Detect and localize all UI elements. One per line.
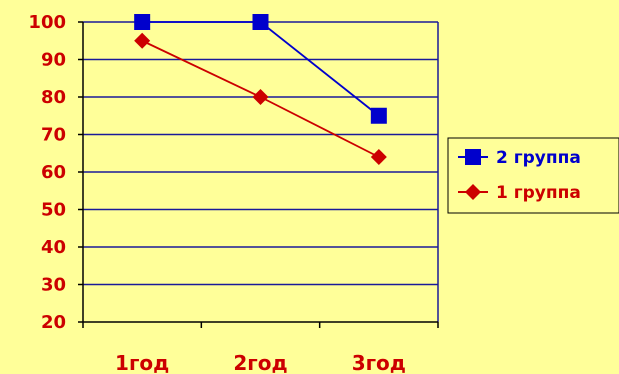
legend: 2 группа 1 группа — [447, 137, 619, 214]
y-tick-label-30: 30 — [41, 275, 66, 296]
legend-label-0: 2 группа — [496, 148, 581, 168]
y-tick-label-20: 20 — [41, 312, 66, 333]
grid-lines — [83, 21, 439, 322]
y-tick-label-100: 100 — [28, 12, 66, 33]
legend-label-1: 1 группа — [496, 183, 581, 203]
data-point-1-2 — [370, 149, 387, 165]
series-group — [134, 14, 387, 165]
data-point-0-0 — [134, 14, 151, 30]
y-tick-label-40: 40 — [41, 237, 66, 258]
legend-item-1-группа: 1 группа — [458, 183, 581, 203]
legend-marker-0 — [465, 149, 481, 165]
legend-marker-1 — [465, 184, 481, 200]
data-point-0-1 — [252, 14, 269, 30]
axes — [78, 21, 439, 328]
series-1-группа — [134, 32, 387, 165]
x-tick-label-3год: 3год — [352, 351, 406, 374]
y-tick-labels: 20 30 40 50 60 70 80 90 100 — [28, 12, 66, 333]
x-tick-labels: 1год 2год 3год — [115, 351, 406, 374]
y-tick-label-90: 90 — [41, 50, 66, 71]
legend-item-2-группа: 2 группа — [458, 148, 581, 168]
x-tick-label-1год: 1год — [115, 351, 169, 374]
y-tick-label-80: 80 — [41, 87, 66, 108]
y-tick-label-60: 60 — [41, 162, 66, 183]
data-point-1-0 — [134, 32, 151, 49]
y-tick-label-50: 50 — [41, 200, 66, 221]
data-point-1-1 — [252, 89, 269, 105]
series-2-группа — [134, 14, 387, 124]
data-point-0-2 — [370, 107, 387, 124]
y-tick-label-70: 70 — [41, 125, 66, 146]
x-tick-label-2год: 2год — [233, 351, 287, 374]
